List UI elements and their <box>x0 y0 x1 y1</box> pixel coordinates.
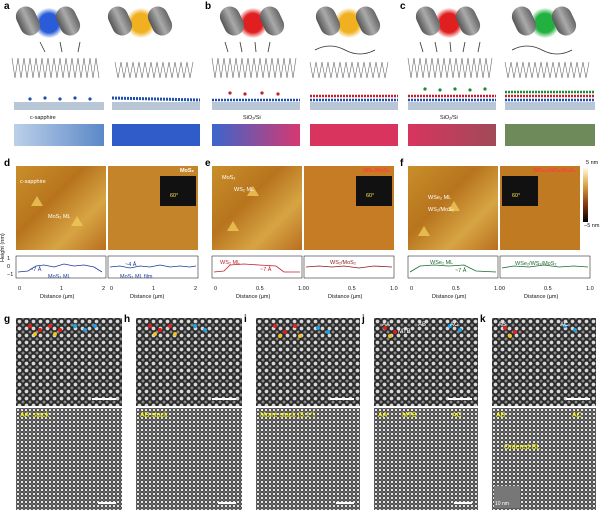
tick-d2-0: 0 <box>110 286 114 292</box>
stem-k-inset: 10 nm <box>494 486 520 508</box>
panel-label-j: j <box>362 314 365 325</box>
height-profiles <box>15 255 591 279</box>
profile-f1-annot2: ~7 Å <box>455 268 467 274</box>
profile-d1-annot2: MoS₂ ML <box>48 274 71 280</box>
profile-d1-annot1: ~7 Å <box>30 267 42 273</box>
profile-d2-annot1: ~4 Å <box>125 262 137 268</box>
stem-j-bottom: AA' MTB AC <box>374 408 478 510</box>
colorbar-max: 5 nm <box>586 160 599 166</box>
xlabel-d1: Distance (µm) <box>40 294 75 300</box>
substrate-label-b: SiO₂/Si <box>243 115 261 121</box>
k-label-ab: AB <box>498 322 507 328</box>
tick-e1-0: 0 <box>214 286 218 292</box>
j-label-ac: AC <box>450 322 459 328</box>
panel-label-c: c <box>400 1 406 12</box>
profile-d2-annot2: MoS₂ ML film <box>120 274 153 280</box>
panel-label-b: b <box>205 1 212 12</box>
profile-e1-annot2: ~7 Å <box>260 267 272 273</box>
panel-label-f: f <box>400 158 404 169</box>
stem-h-bottom: AB stack <box>136 408 242 510</box>
tick-d2-1: 1 <box>152 286 156 292</box>
substrate-a2 <box>112 102 200 110</box>
tick-f1-0: 0 <box>410 286 414 292</box>
panel-label-h: h <box>124 314 131 325</box>
growth-schematic <box>11 41 595 110</box>
optical-image-a2 <box>112 124 200 146</box>
ytick-1: 0 <box>7 264 11 270</box>
stem-k-top <box>492 318 596 406</box>
tick-e2-0: 0 <box>306 286 310 292</box>
stem-i-bottom: Moiré stack (5.1°) <box>256 408 360 510</box>
afm-image-d-left: c-sapphire MoS₂ ML <box>16 166 106 250</box>
profile-e2-annot1: WS₂/MoS₂ <box>330 260 356 266</box>
ytick-2: −1 <box>7 272 14 278</box>
tick-f2-2: 1.0 <box>586 286 594 292</box>
xlabel-d2: Distance (µm) <box>130 294 165 300</box>
ytick-0: 1 <box>7 256 11 262</box>
profile-e1-annot1: WS₂ ML <box>220 260 241 266</box>
fft-inset: 60° <box>160 176 196 206</box>
panel-label-k: k <box>480 314 486 325</box>
k-label-ac: AC <box>560 322 569 328</box>
tick-d2-2: 2 <box>194 286 198 292</box>
profile-ylabel: Height (nm) <box>0 233 6 262</box>
optical-image-c1 <box>408 124 496 146</box>
xlabel-e1: Distance (µm) <box>236 294 271 300</box>
tick-d1-1: 1 <box>60 286 64 292</box>
height-colorbar <box>583 168 588 222</box>
xlabel-e2: Distance (µm) <box>328 294 363 300</box>
panel-label-a: a <box>4 1 10 12</box>
optical-image-a1 <box>14 124 104 146</box>
substrate-label-a: c-sapphire <box>30 115 56 121</box>
profile-f1-annot1: WSe₂ ML <box>430 260 454 266</box>
profile-f2-annot1: WSe₂/WS₂/MoS₂ <box>515 261 557 267</box>
optical-image-b1 <box>212 124 300 146</box>
tick-e1-2: 1.0 <box>298 286 306 292</box>
xlabel-f1: Distance (µm) <box>432 294 467 300</box>
xlabel-f2: Distance (µm) <box>524 294 559 300</box>
precursor-waves <box>11 57 590 79</box>
stem-i-top <box>256 318 360 406</box>
flux-arrows <box>39 41 481 53</box>
substrate-b2 <box>310 102 398 110</box>
afm-image-f-right: WSe₂/WS₂/MoS₂ 60° <box>500 166 580 250</box>
panel-label-d: d <box>4 158 11 169</box>
panel-label-g: g <box>4 314 11 325</box>
tick-e2-2: 1.0 <box>390 286 398 292</box>
j-label-ab: AB <box>418 322 427 328</box>
tick-f1-1: 0.5 <box>452 286 460 292</box>
stem-g-bottom: AA' stack <box>16 408 122 510</box>
afm-image-e-left: MoS₂ WS₂ ML <box>212 166 302 250</box>
j-label-mtb: MTB <box>398 329 411 335</box>
j-label-aa: AA' <box>382 322 392 328</box>
panel-label-i: i <box>244 314 247 325</box>
substrate-c1 <box>408 102 496 110</box>
tick-f1-2: 1.0 <box>494 286 502 292</box>
afm-image-f-left: WSe₂ ML WS₂/MoS₂ <box>408 166 498 250</box>
substrate-b1 <box>212 102 300 110</box>
tick-e2-1: 0.5 <box>348 286 356 292</box>
substrate-label-c: SiO₂/Si <box>440 115 458 121</box>
afm-image-e-right: WS₂/MoS₂ 60° <box>304 166 394 250</box>
tick-e1-1: 0.5 <box>256 286 264 292</box>
colorbar-min: −5 nm <box>584 223 600 229</box>
tick-f2-0: 0 <box>502 286 506 292</box>
atom-model-overlays <box>28 324 577 338</box>
afm-image-d-right: MoS₂ 60° <box>108 166 198 250</box>
optical-image-c2 <box>505 124 595 146</box>
optical-image-b2 <box>310 124 398 146</box>
tick-d1-2: 2 <box>102 286 106 292</box>
tick-f2-1: 0.5 <box>544 286 552 292</box>
stem-k-bottom: AB AC Ordered BL 10 nm <box>492 408 596 510</box>
substrate-a1 <box>14 102 104 110</box>
tick-d1-0: 0 <box>18 286 22 292</box>
panel-label-e: e <box>205 158 211 169</box>
stem-j-top <box>374 318 478 406</box>
substrate-c2 <box>505 102 595 110</box>
